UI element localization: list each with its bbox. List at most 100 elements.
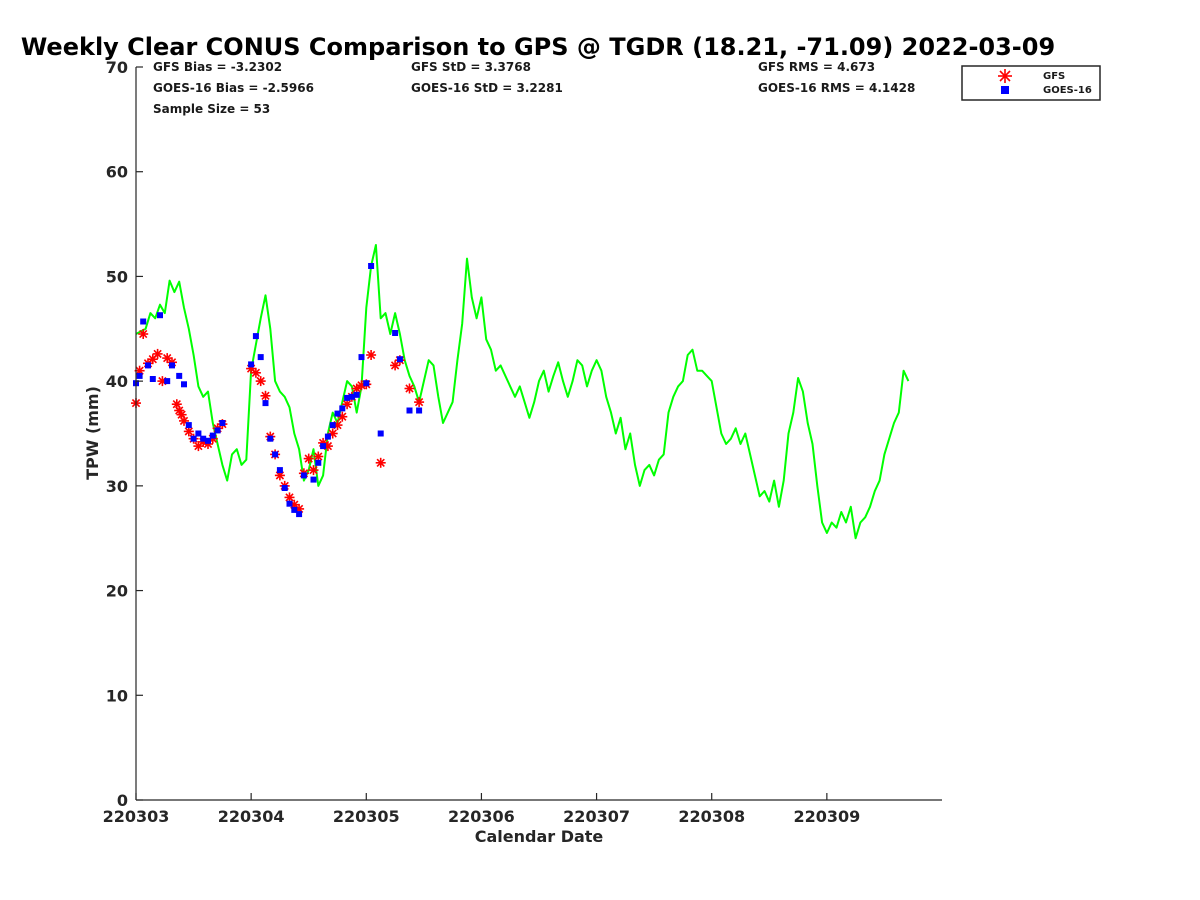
goes16-point (416, 407, 423, 414)
goes16-point (320, 443, 327, 450)
y-tick-label: 0 (117, 791, 128, 810)
chart-title: Weekly Clear CONUS Comparison to GPS @ T… (21, 33, 1055, 61)
y-axis-ticks: 0 10 20 30 40 50 60 70 (106, 58, 143, 810)
y-tick-label: 40 (106, 372, 128, 391)
gfs-point (308, 465, 319, 476)
gfs-point (152, 348, 163, 359)
goes16-point (149, 376, 156, 382)
stats-panel: GFS Bias = -3.2302 GOES-16 Bias = -2.596… (153, 60, 915, 116)
x-tick-label: 220303 (103, 807, 170, 826)
goes16-point (209, 432, 216, 439)
goes16-point (324, 433, 331, 440)
goes16-point (214, 427, 221, 434)
stat-gfs-rms: GFS RMS = 4.673 (758, 60, 875, 74)
x-axis-ticks: 220303 220304 220305 220306 220307 220308 2203… (103, 793, 860, 826)
gfs-point (303, 453, 314, 464)
goes16-point (315, 459, 322, 466)
plot-area (131, 244, 910, 540)
y-tick-label: 10 (106, 686, 128, 705)
series-gfs (131, 329, 425, 514)
goes16-point (329, 422, 336, 429)
goes16-point (406, 407, 413, 414)
gfs-point (255, 376, 266, 387)
gfs-point (284, 492, 295, 503)
goes16-point (176, 372, 183, 379)
goes16-point (140, 318, 147, 325)
legend: GFS GOES-16 (961, 65, 1101, 101)
series-goes (133, 263, 423, 518)
goes16-point (272, 451, 279, 458)
goes16-point (185, 422, 192, 429)
legend-gfs-label: GFS (1043, 71, 1065, 82)
goes16-point (257, 354, 264, 361)
series-gps (135, 244, 910, 540)
goes16-point (363, 380, 370, 387)
goes16-point (248, 361, 255, 368)
y-tick-label: 30 (106, 477, 128, 496)
gps-line (135, 244, 910, 540)
goes16-point (219, 420, 226, 426)
goes16-point (169, 362, 175, 369)
goes16-point (344, 394, 351, 401)
goes16-point (291, 506, 298, 513)
x-tick-label: 220307 (563, 807, 630, 826)
goes16-point (368, 263, 375, 269)
goes16-point (195, 430, 202, 437)
y-tick-label: 50 (106, 267, 128, 286)
goes16-point (348, 393, 355, 400)
gfs-point (250, 367, 261, 378)
goes16-point (276, 467, 283, 474)
y-tick-label: 20 (106, 582, 128, 601)
goes16-point (145, 362, 151, 369)
x-tick-label: 220306 (448, 807, 515, 826)
goes16-point (392, 330, 399, 336)
gfs-point (414, 397, 425, 408)
gfs-point (183, 426, 194, 437)
gfs-point (260, 390, 271, 401)
x-tick-label: 220304 (218, 807, 285, 826)
goes16-point (267, 435, 274, 442)
goes16-point (353, 391, 360, 398)
legend-goes-marker-icon (1001, 86, 1009, 94)
x-tick-label: 220305 (333, 807, 400, 826)
goes16-point (396, 356, 403, 363)
y-axis-label: TPW (mm) (83, 386, 102, 480)
goes16-point (200, 435, 207, 442)
legend-gfs-marker-icon (998, 69, 1012, 83)
stat-sample-size: Sample Size = 53 (153, 102, 270, 116)
goes16-point (262, 400, 269, 407)
goes16-point (181, 381, 187, 388)
y-tick-label: 70 (106, 58, 128, 77)
goes16-point (252, 333, 259, 340)
goes16-point (281, 485, 288, 491)
gfs-point (404, 383, 415, 394)
goes16-point (358, 354, 365, 361)
goes16-point (157, 312, 163, 319)
goes16-point (286, 500, 293, 507)
goes16-point (377, 430, 384, 437)
gfs-point (138, 329, 149, 339)
goes16-point (310, 476, 317, 483)
legend-goes-label: GOES-16 (1043, 85, 1092, 96)
goes16-point (296, 511, 303, 518)
stat-goes-bias: GOES-16 Bias = -2.5966 (153, 81, 314, 95)
gfs-point (366, 350, 377, 360)
goes16-point (205, 437, 211, 444)
x-tick-label: 220309 (793, 807, 860, 826)
goes16-point (334, 410, 341, 417)
stat-gfs-std: GFS StD = 3.3768 (411, 60, 531, 74)
stat-goes-std: GOES-16 StD = 3.2281 (411, 81, 563, 95)
goes16-point (136, 372, 143, 379)
goes16-point (190, 435, 197, 442)
goes16-point (300, 472, 307, 479)
legend-box (961, 65, 1101, 101)
goes16-point (164, 378, 171, 385)
x-axis-label: Calendar Date (475, 827, 604, 846)
goes16-point (339, 405, 346, 412)
gfs-point (375, 457, 386, 468)
stat-gfs-bias: GFS Bias = -3.2302 (153, 60, 282, 74)
gfs-point (327, 428, 338, 439)
stat-goes-rms: GOES-16 RMS = 4.1428 (758, 81, 915, 95)
x-tick-label: 220308 (678, 807, 745, 826)
